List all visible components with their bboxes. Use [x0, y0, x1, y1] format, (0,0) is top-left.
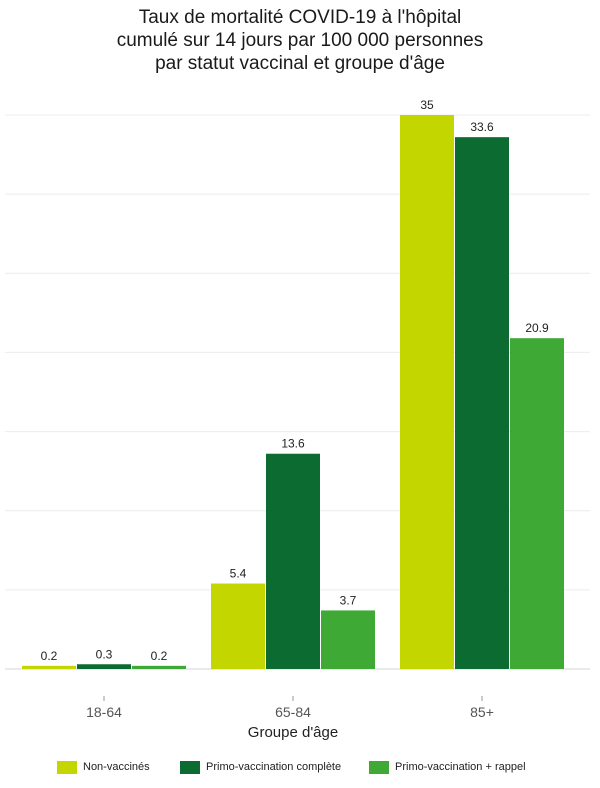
chart-title-line-3: par statut vaccinal et groupe d'âge: [155, 53, 445, 74]
data-label: 0.2: [151, 649, 168, 663]
legend-label: Non-vaccinés: [83, 761, 150, 773]
bar: [455, 137, 509, 669]
data-label: 3.7: [340, 593, 357, 607]
data-label: 13.6: [281, 437, 305, 451]
legend-item: Primo-vaccination + rappel: [369, 757, 526, 777]
data-label: 33.6: [470, 120, 494, 134]
data-label: 20.9: [525, 321, 549, 335]
data-label: 0.3: [96, 647, 113, 661]
bar: [77, 664, 131, 669]
x-tick-label: 18-64: [86, 704, 122, 720]
legend-swatch: [180, 760, 200, 774]
data-label: 35: [420, 98, 434, 112]
data-label: 5.4: [230, 567, 247, 581]
data-labels: 0.2 5.4 35 0.3 13.6 33.6 0.2 3.7 20.9: [41, 98, 549, 663]
x-axis: 18-64 65-84 85+: [86, 696, 494, 720]
legend-swatch: [57, 760, 77, 774]
bar: [400, 115, 454, 669]
chart-title-line-1: Taux de mortalité COVID-19 à l'hôpital: [138, 7, 462, 28]
bars: [22, 115, 564, 669]
x-axis-title: Groupe d'âge: [248, 724, 338, 741]
legend-label: Primo-vaccination complète: [206, 761, 342, 773]
bar: [132, 665, 186, 669]
chart-title: Taux de mortalité COVID-19 à l'hôpital c…: [0, 6, 600, 75]
legend-item: Non-vaccinés: [57, 757, 150, 777]
legend-item: Primo-vaccination complète: [180, 757, 341, 777]
legend-label: Primo-vaccination + rappel: [395, 761, 526, 773]
x-tick-label: 85+: [470, 704, 494, 720]
chart-title-line-2: cumulé sur 14 jours par 100 000 personne…: [116, 30, 484, 51]
x-tick-label: 65-84: [275, 704, 311, 720]
data-label: 0.2: [41, 649, 58, 663]
legend-swatch: [369, 760, 389, 774]
bar: [211, 583, 265, 669]
bar: [510, 338, 564, 669]
legend: Non-vaccinés Primo-vaccination complète Pr…: [0, 757, 600, 777]
bar: [321, 610, 375, 669]
bar: [266, 453, 320, 669]
bar: [22, 665, 76, 669]
